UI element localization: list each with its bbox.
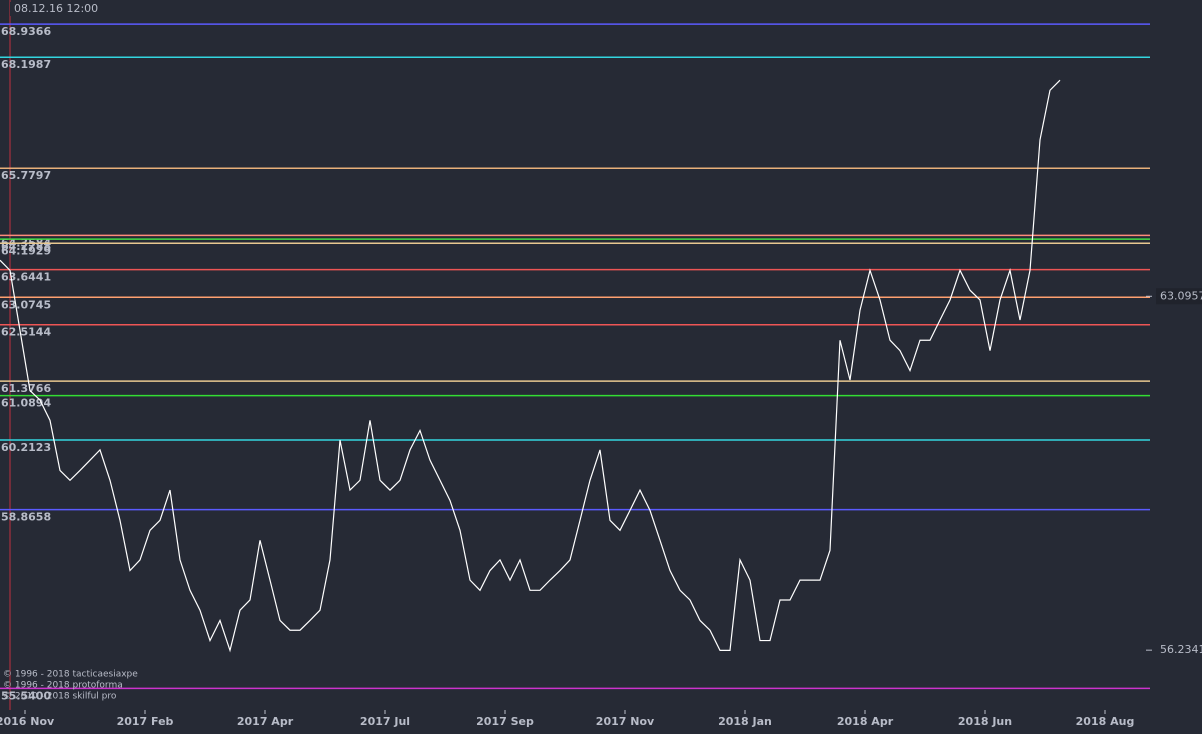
x-tick-label: 2017 Nov [596, 715, 655, 728]
x-tick-label: 2018 Jan [718, 715, 772, 728]
y-tick-label: 56.2341 [1160, 643, 1202, 656]
level-label: 61.0894 [1, 397, 51, 410]
level-label: 63.0745 [1, 298, 51, 311]
level-label: 62.5144 [1, 326, 51, 339]
y-tick-label: 63.0957 [1160, 289, 1202, 302]
y-tick-label-bg [1156, 288, 1202, 305]
level-label: 68.9366 [1, 25, 51, 38]
x-tick-label: 2017 Apr [237, 715, 294, 728]
x-tick-label: 2018 Aug [1076, 715, 1135, 728]
level-label: 63.6441 [1, 271, 51, 284]
x-tick-label: 2017 Sep [476, 715, 534, 728]
level-label: 58.8658 [1, 511, 51, 524]
level-label: 61.3766 [1, 382, 51, 395]
copyright: © 2010 - 2018 skilful pro [3, 692, 117, 702]
level-label: 60.2123 [1, 441, 51, 454]
crosshair-label: 08.12.16 12:00 [14, 2, 98, 15]
copyright: © 1996 - 2018 tacticaesiaxpe [3, 670, 138, 680]
x-tick-label: 2017 Jul [360, 715, 410, 728]
x-tick-label: 2018 Jun [958, 715, 1012, 728]
x-tick-label: 2018 Apr [837, 715, 894, 728]
level-label: 55.5400 [1, 689, 51, 702]
copyright: © 1996 - 2018 protoforma [3, 681, 123, 691]
x-tick-label: 2017 Feb [117, 715, 174, 728]
price-line [0, 79, 1061, 653]
crosshair-label-bg [10, 2, 96, 16]
level-label: 65.7797 [1, 169, 51, 182]
level-label: 64.1929 [1, 244, 51, 257]
level-label: 68.1987 [1, 58, 51, 71]
x-tick-label: 2016 Nov [0, 715, 55, 728]
